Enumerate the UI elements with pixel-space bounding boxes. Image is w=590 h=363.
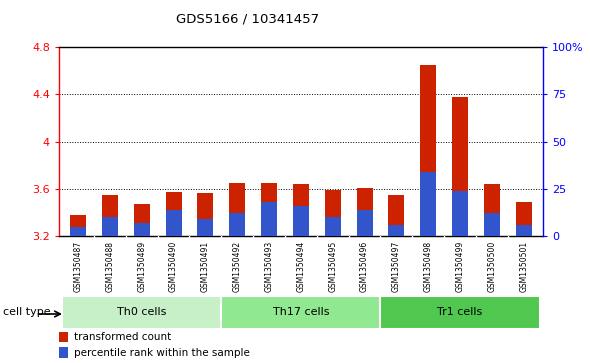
Text: GSM1350500: GSM1350500 bbox=[487, 241, 496, 292]
Bar bbox=[102, 195, 118, 236]
Bar bbox=[356, 188, 372, 236]
Text: GSM1350487: GSM1350487 bbox=[74, 241, 83, 292]
Bar bbox=[293, 184, 309, 236]
Bar bbox=[59, 332, 68, 342]
Bar bbox=[324, 217, 340, 236]
Bar bbox=[59, 347, 68, 358]
Bar bbox=[388, 195, 404, 236]
Bar bbox=[484, 184, 500, 236]
Text: GSM1350492: GSM1350492 bbox=[232, 241, 242, 292]
Bar bbox=[261, 202, 277, 236]
Bar bbox=[261, 183, 277, 236]
Text: cell type: cell type bbox=[3, 307, 51, 317]
Bar bbox=[198, 219, 214, 236]
Text: Th0 cells: Th0 cells bbox=[117, 307, 166, 317]
Text: GSM1350498: GSM1350498 bbox=[424, 241, 432, 292]
Text: GSM1350488: GSM1350488 bbox=[106, 241, 114, 292]
Bar bbox=[230, 213, 245, 236]
Bar bbox=[198, 193, 214, 236]
Bar bbox=[516, 225, 532, 236]
Text: GSM1350491: GSM1350491 bbox=[201, 241, 210, 292]
Bar bbox=[166, 192, 182, 236]
Text: percentile rank within the sample: percentile rank within the sample bbox=[74, 348, 250, 358]
Bar bbox=[102, 217, 118, 236]
Bar bbox=[516, 202, 532, 236]
Bar bbox=[293, 206, 309, 236]
Bar bbox=[134, 223, 150, 236]
Bar bbox=[452, 191, 468, 236]
Text: Th17 cells: Th17 cells bbox=[273, 307, 329, 317]
Bar bbox=[62, 296, 221, 329]
Bar bbox=[420, 65, 436, 236]
Text: GSM1350495: GSM1350495 bbox=[328, 241, 337, 292]
Text: GSM1350501: GSM1350501 bbox=[519, 241, 528, 292]
Bar bbox=[452, 97, 468, 236]
Bar bbox=[388, 225, 404, 236]
Bar bbox=[166, 209, 182, 236]
Bar bbox=[356, 209, 372, 236]
Bar bbox=[484, 213, 500, 236]
Text: GSM1350490: GSM1350490 bbox=[169, 241, 178, 292]
Bar bbox=[70, 215, 86, 236]
Bar bbox=[134, 204, 150, 236]
Text: GSM1350497: GSM1350497 bbox=[392, 241, 401, 292]
Bar bbox=[221, 296, 381, 329]
Text: Tr1 cells: Tr1 cells bbox=[437, 307, 483, 317]
Bar bbox=[420, 172, 436, 236]
Text: GSM1350499: GSM1350499 bbox=[455, 241, 464, 292]
Text: GSM1350489: GSM1350489 bbox=[137, 241, 146, 292]
Bar bbox=[324, 190, 340, 236]
Bar bbox=[70, 227, 86, 236]
Text: GSM1350496: GSM1350496 bbox=[360, 241, 369, 292]
Bar bbox=[230, 183, 245, 236]
Text: GSM1350493: GSM1350493 bbox=[264, 241, 274, 292]
Text: GDS5166 / 10341457: GDS5166 / 10341457 bbox=[176, 13, 319, 26]
Text: GSM1350494: GSM1350494 bbox=[296, 241, 306, 292]
Text: transformed count: transformed count bbox=[74, 332, 171, 342]
Bar bbox=[381, 296, 540, 329]
